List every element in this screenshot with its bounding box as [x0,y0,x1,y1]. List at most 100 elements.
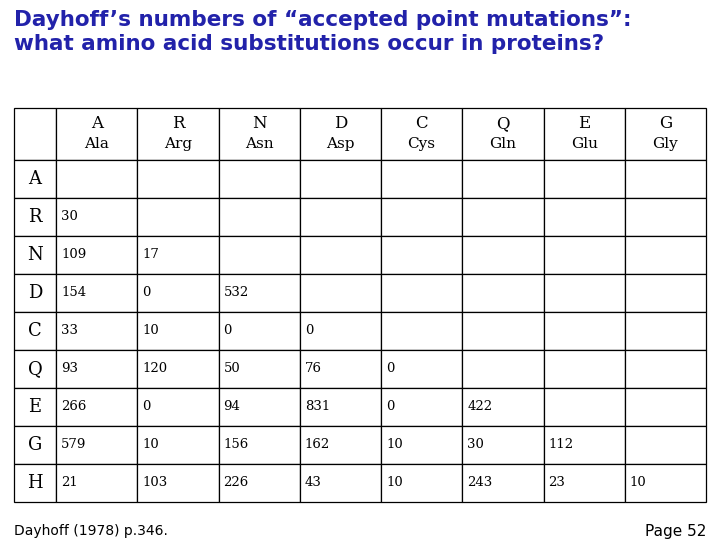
Bar [625,426,706,464]
Text: Ala: Ala [84,137,109,151]
Text: N: N [252,115,266,132]
Text: 579: 579 [61,438,86,451]
Bar [14,274,56,312]
Text: D: D [333,115,347,132]
Text: 17: 17 [143,248,159,261]
Bar [544,236,625,274]
Bar [625,350,706,388]
Text: 162: 162 [305,438,330,451]
Bar [14,108,56,160]
Bar [14,464,56,502]
Text: E: E [578,115,590,132]
Bar [544,350,625,388]
Bar [56,388,138,426]
Bar [218,464,300,502]
Text: 156: 156 [223,438,248,451]
Bar [138,312,218,350]
Bar [381,108,462,160]
Bar [218,350,300,388]
Bar [544,426,625,464]
Bar [625,274,706,312]
Bar [381,426,462,464]
Bar [14,312,56,350]
Bar [381,160,462,198]
Bar [625,388,706,426]
Text: Dayhoff (1978) p.346.: Dayhoff (1978) p.346. [14,524,168,538]
Text: Gln: Gln [490,137,516,151]
Text: 0: 0 [386,401,395,414]
Bar [462,426,544,464]
Bar [14,160,56,198]
Text: 30: 30 [467,438,484,451]
Bar [218,236,300,274]
Bar [56,108,138,160]
Bar [218,160,300,198]
Text: 120: 120 [143,362,167,375]
Text: 33: 33 [61,325,78,338]
Bar [14,426,56,464]
Text: Q: Q [496,115,510,132]
Bar [56,350,138,388]
Bar [300,236,381,274]
Bar [138,160,218,198]
Text: 93: 93 [61,362,78,375]
Bar [300,464,381,502]
Bar [56,464,138,502]
Bar [381,388,462,426]
Bar [625,236,706,274]
Text: Dayhoff’s numbers of “accepted point mutations”:
what amino acid substitutions o: Dayhoff’s numbers of “accepted point mut… [14,10,631,54]
Text: R: R [28,208,42,226]
Text: 10: 10 [386,476,402,489]
Bar [462,464,544,502]
Bar [300,312,381,350]
Text: 266: 266 [61,401,86,414]
Text: G: G [659,115,672,132]
Text: Gly: Gly [652,137,678,151]
Bar [300,198,381,236]
Bar [462,312,544,350]
Bar [300,426,381,464]
Text: 10: 10 [386,438,402,451]
Text: G: G [28,436,42,454]
Text: C: C [28,322,42,340]
Bar [56,236,138,274]
Bar [138,388,218,426]
Text: 50: 50 [223,362,240,375]
Bar [56,160,138,198]
Bar [218,426,300,464]
Bar [138,426,218,464]
Text: 30: 30 [61,211,78,224]
Bar [218,312,300,350]
Bar [138,464,218,502]
Bar [381,312,462,350]
Bar [300,274,381,312]
Bar [544,198,625,236]
Bar [544,312,625,350]
Bar [300,160,381,198]
Text: 532: 532 [223,287,248,300]
Text: D: D [28,284,42,302]
Text: 103: 103 [143,476,168,489]
Text: E: E [28,398,42,416]
Bar [462,198,544,236]
Bar [56,274,138,312]
Bar [218,198,300,236]
Text: 0: 0 [305,325,313,338]
Text: A: A [91,115,103,132]
Text: 21: 21 [61,476,78,489]
Bar [625,108,706,160]
Bar [462,388,544,426]
Text: 23: 23 [549,476,565,489]
Text: Page 52: Page 52 [644,524,706,539]
Text: 0: 0 [386,362,395,375]
Text: 112: 112 [549,438,574,451]
Text: N: N [27,246,43,264]
Bar [381,236,462,274]
Bar [56,426,138,464]
Bar [381,350,462,388]
Bar [14,198,56,236]
Bar [300,350,381,388]
Text: 76: 76 [305,362,322,375]
Bar [462,160,544,198]
Bar [625,464,706,502]
